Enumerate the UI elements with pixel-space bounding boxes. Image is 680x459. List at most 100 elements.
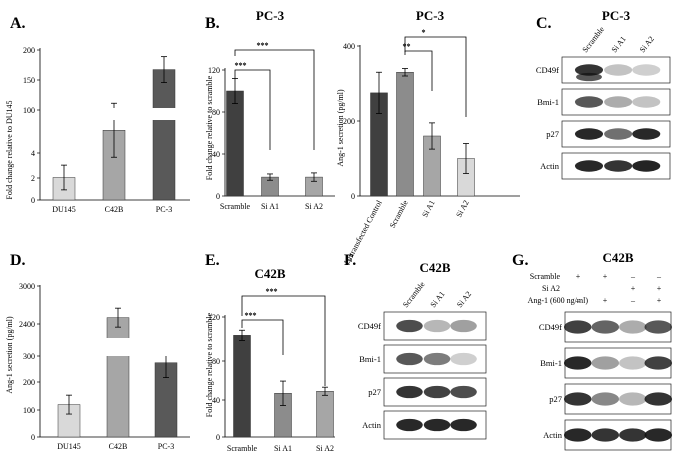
blot-band-g — [619, 392, 647, 406]
ytick-label-d: 300 — [23, 352, 35, 361]
ylabel-b2: Ang-1 secretion (pg/ml) — [336, 89, 345, 167]
blot-band-f — [450, 319, 477, 333]
blot-band-f — [423, 385, 451, 399]
blot-row-label-f: Bmi-1 — [359, 354, 381, 364]
significance-e-1-label: *** — [245, 311, 257, 320]
blot-band-f — [450, 352, 477, 366]
blot-frame-c — [561, 88, 671, 116]
blot-title-g: C42B — [602, 250, 633, 265]
blot-band-c — [632, 96, 661, 108]
blot-band-f — [423, 418, 451, 432]
lane-label-c: Si A2 — [638, 34, 656, 54]
condition-mark-g: – — [630, 296, 636, 305]
condition-mark-g: – — [656, 272, 662, 281]
ytick-label-e: 80 — [212, 357, 220, 366]
significance-b2-2-label: ** — [403, 42, 411, 51]
condition-mark-g: – — [630, 272, 636, 281]
condition-mark-g: – — [575, 296, 581, 305]
category-label-b: Si A1 — [261, 202, 279, 211]
ytick-label-b2: 200 — [343, 117, 355, 126]
blot-band-g — [591, 392, 620, 406]
blot-row-label-c: Actin — [540, 161, 560, 171]
condition-mark-g: + — [603, 272, 608, 281]
significance-b-1-label: *** — [235, 61, 247, 70]
blot-band-g — [563, 392, 592, 406]
ytick-label-b2: 0 — [351, 192, 355, 201]
category-label-d: DU145 — [57, 442, 81, 451]
significance-b2-2 — [404, 50, 433, 91]
bar-a — [152, 69, 176, 201]
ytick-label-e: 0 — [216, 433, 220, 442]
lane-label-c: Scramble — [580, 25, 606, 55]
chart-title-b: PC-3 — [256, 8, 285, 23]
lane-label-c: Si A1 — [610, 34, 628, 54]
blot-band-f — [423, 319, 451, 333]
category-label-b2: Si A1 — [420, 199, 436, 219]
blot-band-c — [576, 72, 602, 82]
ylabel-a: Fold change relative to DU145 — [5, 100, 14, 199]
axis-break-a — [41, 108, 191, 120]
category-label-e: Scramble — [227, 444, 258, 453]
blot-band-f — [450, 385, 477, 399]
blot-row-label-c: Bmi-1 — [537, 97, 559, 107]
blot-band-g — [644, 320, 673, 334]
category-label-d: C42B — [109, 442, 128, 451]
blot-band-c — [604, 96, 633, 108]
category-label-a: C42B — [105, 205, 124, 214]
ytick-label-b: 40 — [212, 150, 220, 159]
panel-label-b: B. — [205, 15, 220, 32]
ytick-label-a: 0 — [31, 196, 35, 205]
blot-band-c — [604, 160, 633, 172]
blot-band-f — [396, 352, 423, 366]
blot-band-c — [632, 160, 661, 172]
ytick-label-b2: 400 — [343, 42, 355, 51]
blot-band-g — [591, 428, 620, 442]
blot-band-f — [396, 418, 423, 432]
bar-e — [316, 391, 334, 438]
chart-title-e: C42B — [254, 266, 285, 281]
ytick-label-d: 100 — [23, 406, 35, 415]
blot-band-g — [591, 356, 620, 370]
blot-band-g — [644, 428, 673, 442]
significance-b-2-label: *** — [257, 41, 269, 50]
significance-b2-1 — [404, 36, 467, 117]
condition-mark-g: + — [576, 272, 581, 281]
blot-row-label-f: p27 — [368, 387, 381, 397]
category-label-b2: Si A2 — [454, 199, 470, 219]
blot-row-label-g: p27 — [549, 394, 562, 404]
ytick-label-a: 200 — [23, 46, 35, 55]
ylabel-b: Fold change relative to scramble — [205, 75, 214, 180]
blot-band-g — [619, 320, 647, 334]
condition-label-g: Ang-1 (600 ng/ml) — [528, 296, 589, 305]
condition-label-g: Scramble — [530, 272, 561, 281]
condition-mark-g: + — [657, 284, 662, 293]
blot-row-label-c: CD49f — [536, 65, 559, 75]
blot-band-c — [574, 160, 604, 172]
ytick-label-a: 4 — [31, 149, 35, 158]
ytick-label-e: 120 — [208, 313, 220, 322]
blot-band-c — [604, 128, 633, 140]
lane-label-f: Scramble — [401, 280, 427, 310]
blot-band-g — [563, 428, 592, 442]
significance-b-1 — [234, 69, 271, 150]
blot-band-g — [563, 320, 592, 334]
ytick-label-d: 200 — [23, 378, 35, 387]
bar-b — [226, 90, 244, 197]
blot-row-label-g: Actin — [543, 430, 563, 440]
condition-mark-g: + — [657, 296, 662, 305]
bar-d — [106, 317, 130, 438]
axis-break-d — [41, 338, 191, 356]
blot-band-f — [450, 418, 477, 432]
significance-e-2 — [241, 295, 326, 386]
panel-label-g: G. — [512, 252, 528, 269]
panel-label-e: E. — [205, 252, 220, 269]
significance-e-1 — [241, 319, 284, 355]
significance-b-2 — [234, 49, 315, 150]
ytick-label-e: 40 — [212, 396, 220, 405]
blot-row-label-c: p27 — [546, 129, 559, 139]
blot-row-label-g: Bmi-1 — [540, 358, 562, 368]
blot-title-c: PC-3 — [602, 8, 631, 23]
significance-e-2-label: *** — [266, 287, 278, 296]
panel-label-a: A. — [10, 15, 26, 32]
